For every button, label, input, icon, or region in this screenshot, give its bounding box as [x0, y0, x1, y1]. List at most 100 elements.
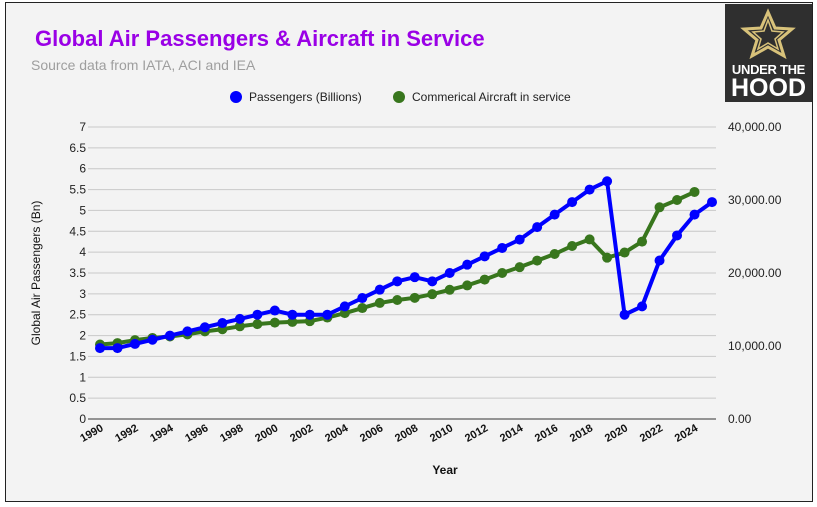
data-point[interactable]	[672, 195, 683, 205]
chart-title: Global Air Passengers & Aircraft in Serv…	[35, 26, 485, 51]
data-point[interactable]	[252, 309, 263, 320]
x-tick-label: 1998	[218, 422, 245, 445]
data-point[interactable]	[707, 197, 717, 208]
data-point[interactable]	[514, 262, 525, 273]
logo-text-line2: HOOD	[731, 74, 806, 102]
y-tick-label: 6	[79, 162, 86, 176]
data-point[interactable]	[392, 295, 403, 306]
data-point[interactable]	[129, 338, 140, 349]
data-point[interactable]	[392, 276, 403, 287]
data-point[interactable]	[374, 297, 385, 308]
data-point[interactable]	[217, 318, 228, 329]
x-tick-label: 2004	[323, 422, 351, 445]
data-point[interactable]	[602, 176, 613, 187]
data-point[interactable]	[567, 240, 578, 251]
data-point[interactable]	[444, 268, 455, 278]
data-point[interactable]	[409, 292, 420, 303]
data-point[interactable]	[462, 280, 473, 291]
data-point[interactable]	[532, 222, 543, 233]
data-point[interactable]	[182, 326, 193, 337]
data-point[interactable]	[357, 303, 368, 314]
data-point[interactable]	[654, 202, 665, 213]
data-point[interactable]	[269, 305, 280, 316]
legend-passengers[interactable]: Passengers (Billions)	[230, 90, 362, 104]
data-point[interactable]	[374, 284, 385, 295]
data-point[interactable]	[287, 309, 298, 320]
data-point[interactable]	[147, 334, 158, 345]
x-tick-label: 2012	[463, 422, 490, 445]
y-tick-label: 7	[79, 120, 86, 134]
legend-aircraft[interactable]: Commerical Aircraft in service	[393, 90, 571, 104]
y-tick-label: 3.5	[69, 266, 86, 280]
data-point[interactable]	[479, 274, 490, 285]
under-the-hood-logo: UNDER THE HOOD	[725, 4, 812, 102]
x-tick-label: 2016	[533, 422, 560, 445]
y-tick-label: 2.5	[69, 308, 86, 322]
data-point[interactable]	[637, 301, 648, 312]
data-point[interactable]	[567, 197, 578, 208]
data-point[interactable]	[654, 255, 665, 266]
series-line	[99, 190, 696, 347]
data-point[interactable]	[672, 230, 683, 241]
logo-text-line1: UNDER THE	[731, 62, 806, 77]
data-point[interactable]	[322, 309, 333, 320]
data-point[interactable]	[409, 272, 420, 283]
legend-marker-aircraft	[393, 91, 405, 103]
data-point[interactable]	[619, 247, 630, 258]
star-icon	[740, 8, 796, 60]
data-point[interactable]	[497, 242, 508, 253]
x-tick-label: 1994	[148, 422, 176, 445]
data-point[interactable]	[95, 343, 105, 354]
data-point[interactable]	[462, 259, 473, 270]
series-line	[100, 179, 714, 351]
data-point[interactable]	[357, 293, 368, 304]
x-tick-label: 2008	[393, 422, 420, 445]
data-point[interactable]	[532, 255, 543, 266]
x-axis-title: Year	[432, 463, 458, 477]
x-tick-label: 2000	[253, 422, 280, 445]
data-point[interactable]	[689, 186, 700, 197]
data-point[interactable]	[269, 317, 280, 328]
data-point[interactable]	[602, 252, 613, 263]
y-axis-title: Global Air Passengers (Bn)	[29, 201, 43, 346]
data-point[interactable]	[549, 249, 560, 260]
x-tick-label: 2014	[498, 422, 526, 445]
data-point[interactable]	[427, 276, 438, 287]
data-point[interactable]	[584, 234, 595, 245]
y-tick-label: 0	[79, 412, 86, 426]
data-point[interactable]	[234, 321, 245, 332]
data-point[interactable]	[479, 251, 490, 262]
data-point[interactable]	[339, 301, 350, 312]
data-point[interactable]	[637, 236, 648, 247]
data-point[interactable]	[549, 209, 560, 220]
x-tick-label: 2002	[288, 422, 315, 445]
data-point[interactable]	[444, 284, 455, 295]
y-tick-label: 1.5	[69, 349, 86, 363]
y-tick-label: 5.5	[69, 183, 86, 197]
data-point[interactable]	[199, 322, 210, 333]
chart-subtitle: Source data from IATA, ACI and IEA	[31, 57, 256, 73]
y2-tick-label: 10,000.00	[728, 339, 782, 353]
legend-label-passengers: Passengers (Billions)	[249, 90, 362, 104]
legend-label-aircraft: Commerical Aircraft in service	[412, 90, 571, 104]
data-point[interactable]	[164, 330, 175, 341]
data-point[interactable]	[514, 234, 525, 245]
y2-tick-label: 40,000.00	[728, 120, 782, 134]
data-point[interactable]	[287, 316, 298, 327]
data-point[interactable]	[497, 268, 508, 278]
y-tick-label: 3	[79, 287, 86, 301]
x-tick-label: 2018	[568, 422, 595, 445]
data-point[interactable]	[252, 319, 263, 330]
data-point[interactable]	[234, 313, 245, 324]
data-point[interactable]	[619, 309, 630, 320]
data-point[interactable]	[584, 184, 595, 195]
x-tick-label: 2020	[603, 422, 630, 445]
y-tick-label: 5	[79, 203, 86, 217]
y2-tick-label: 30,000.00	[728, 193, 782, 207]
data-point[interactable]	[427, 289, 438, 300]
data-point[interactable]	[689, 209, 700, 220]
data-point[interactable]	[304, 309, 315, 320]
x-tick-label: 2024	[673, 422, 701, 445]
data-point[interactable]	[112, 343, 123, 354]
